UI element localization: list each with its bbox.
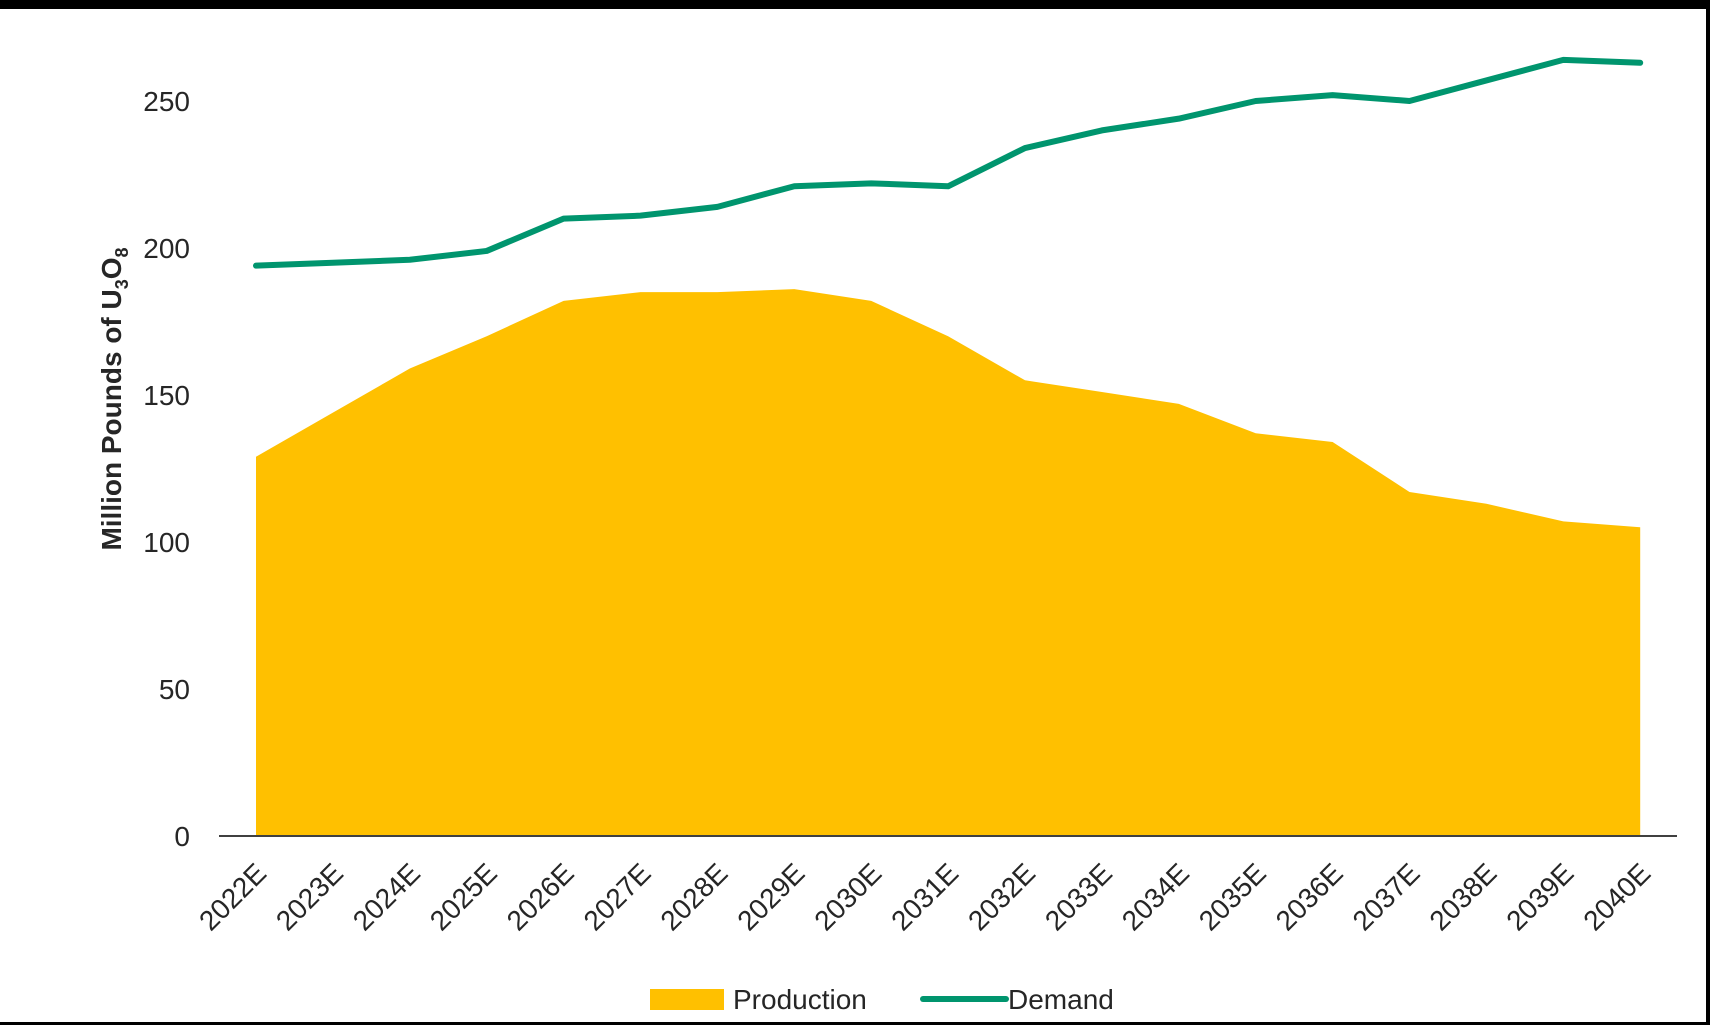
x-tick-label: 2024E (347, 857, 426, 936)
chart-svg: 0 50 100 150 200 250 2022E2023E2024E2025E2026… (96, 56, 1677, 1015)
y-axis-title-group: Million Pounds of U3O8 (96, 247, 132, 550)
x-tick-label: 2028E (654, 857, 733, 936)
production-area-layer (256, 289, 1641, 836)
x-tick-labels: 2022E2023E2024E2025E2026E2027E2028E2029E… (193, 857, 1656, 936)
x-tick-label: 2038E (1423, 857, 1502, 936)
y-tick-labels: 0 50 100 150 200 250 (143, 86, 190, 852)
x-tick-label: 2026E (501, 857, 580, 936)
x-tick-label: 2022E (193, 857, 272, 936)
y-tick-label: 150 (143, 380, 190, 411)
demand-line (253, 56, 1644, 269)
x-tick-label: 2025E (424, 857, 503, 936)
production-area (256, 289, 1641, 836)
x-tick-label: 2039E (1500, 857, 1579, 936)
x-tick-label: 2035E (1193, 857, 1272, 936)
x-tick-label: 2032E (962, 857, 1041, 936)
y-tick-label: 50 (159, 674, 190, 705)
legend-swatch-production (650, 989, 724, 1010)
y-tick-label: 0 (174, 821, 190, 852)
y-tick-label: 100 (143, 527, 190, 558)
x-tick-label: 2037E (1347, 857, 1426, 936)
legend: Production Demand (650, 984, 1114, 1015)
x-tick-label: 2034E (1116, 857, 1195, 936)
y-tick-label: 250 (143, 86, 190, 117)
demand-line-layer (253, 56, 1644, 269)
y-tick-label: 200 (143, 233, 190, 264)
x-tick-label: 2027E (578, 857, 657, 936)
x-tick-label: 2023E (270, 857, 349, 936)
x-tick-label: 2033E (1039, 857, 1118, 936)
legend-label-demand: Demand (1008, 984, 1114, 1015)
x-tick-label: 2031E (885, 857, 964, 936)
x-tick-label: 2029E (731, 857, 810, 936)
legend-label-production: Production (733, 984, 867, 1015)
x-tick-label: 2040E (1577, 857, 1656, 936)
y-axis-title: Million Pounds of U3O8 (96, 247, 132, 550)
chart-canvas: 0 50 100 150 200 250 2022E 2023E 2024E 2025E 2026… (0, 9, 1706, 1022)
x-tick-label: 2036E (1270, 857, 1349, 936)
x-tick-label: 2030E (808, 857, 887, 936)
